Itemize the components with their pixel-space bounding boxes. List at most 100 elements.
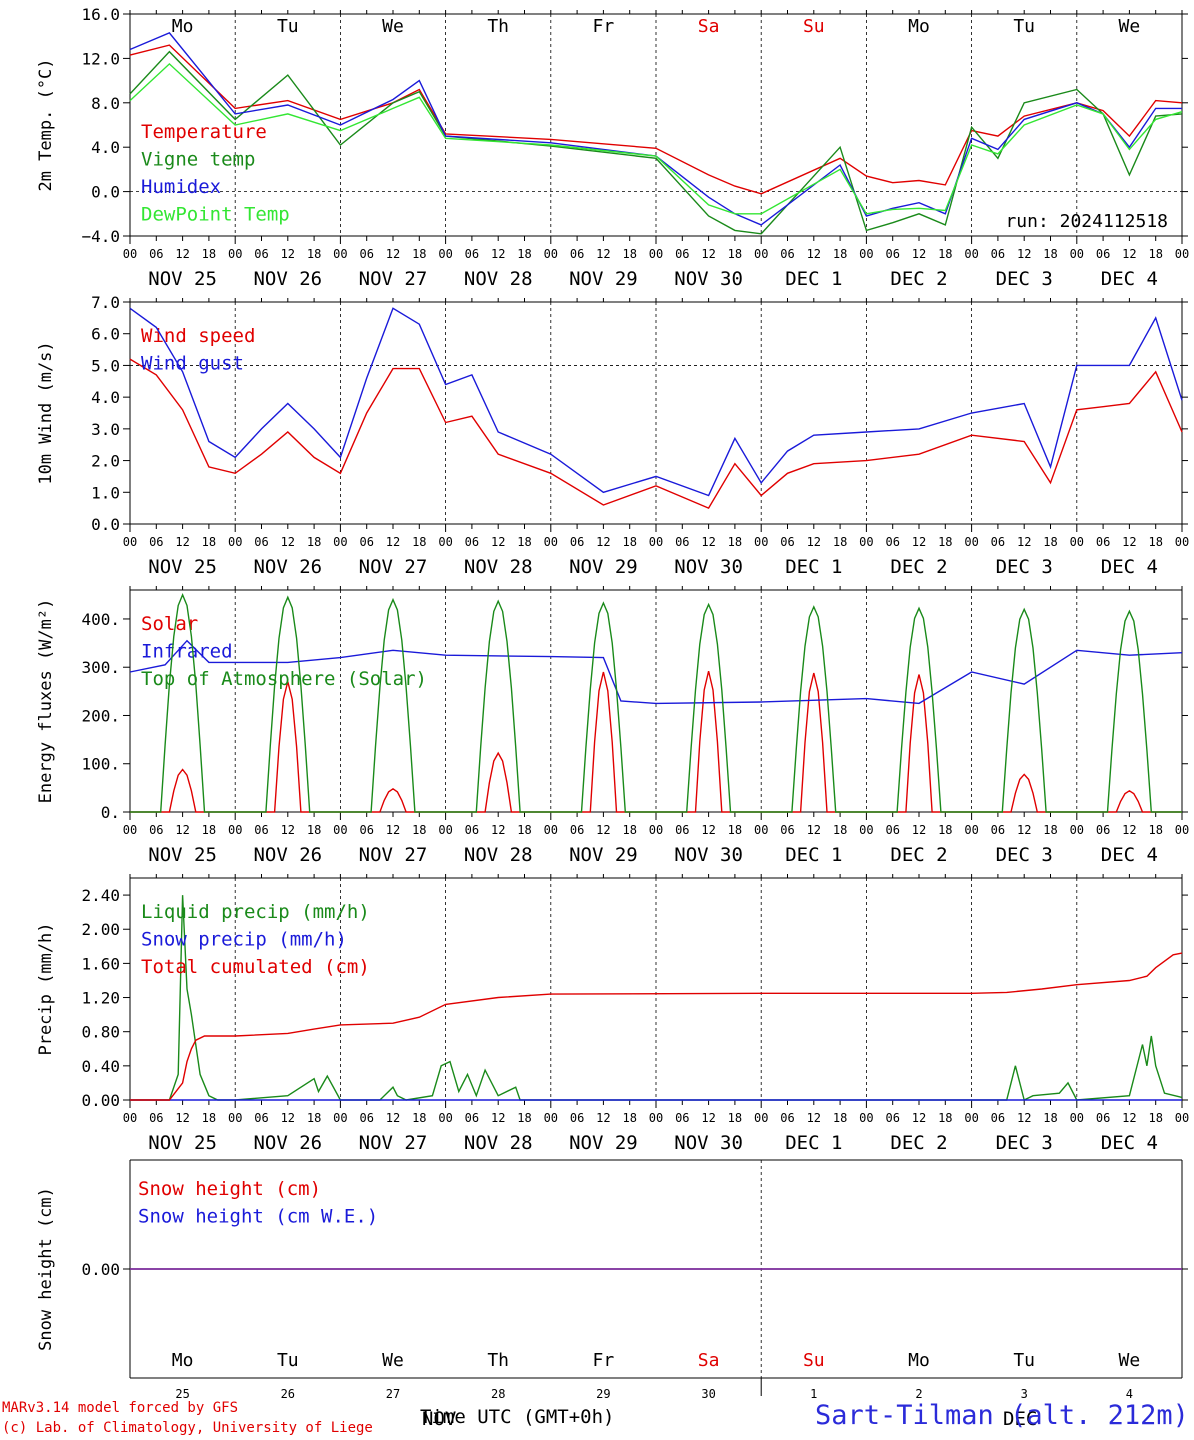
hour-label: 18	[728, 247, 742, 261]
legend-entry: Snow precip (mm/h)	[141, 929, 347, 951]
date-label: NOV 28	[464, 844, 533, 866]
weekday-label: Fr	[593, 16, 615, 37]
hour-label: 06	[675, 535, 689, 549]
hour-label: 06	[1096, 1111, 1110, 1125]
day-number-label: 25	[175, 1387, 189, 1401]
hour-label: 12	[701, 1111, 715, 1125]
hour-label: 12	[701, 535, 715, 549]
hour-label: 00	[964, 535, 978, 549]
y-tick-label: 0.0	[91, 515, 120, 534]
hour-label: 12	[491, 823, 505, 837]
hour-label: 00	[859, 247, 873, 261]
date-label: DEC 3	[996, 1132, 1053, 1154]
hour-label: 18	[307, 247, 321, 261]
hour-label: 00	[438, 535, 452, 549]
y-tick-label: 4.0	[91, 138, 120, 157]
hour-label: 18	[517, 535, 531, 549]
hour-label: 06	[780, 823, 794, 837]
date-label: DEC 4	[1101, 268, 1158, 290]
y-tick-label: 0.00	[81, 1091, 120, 1110]
date-label: DEC 2	[890, 268, 947, 290]
hour-label: 00	[228, 1111, 242, 1125]
hour-label: 06	[359, 1111, 373, 1125]
legend-entry: Snow height (cm W.E.)	[138, 1206, 378, 1228]
hour-label: 06	[149, 1111, 163, 1125]
hour-label: 12	[912, 1111, 926, 1125]
legend-entry: Snow height (cm)	[138, 1178, 321, 1200]
date-label: NOV 28	[464, 1132, 533, 1154]
y-axis-label: 2m Temp. (°C)	[36, 58, 56, 191]
hour-label: 18	[622, 535, 636, 549]
hour-label: 00	[1070, 823, 1084, 837]
legend-entry: Infrared	[141, 641, 233, 663]
weekday-label: We	[1119, 16, 1141, 37]
date-label: DEC 2	[890, 844, 947, 866]
date-label: DEC 1	[785, 268, 842, 290]
hour-label: 18	[622, 247, 636, 261]
hour-label: 00	[544, 535, 558, 549]
day-number-label: 26	[281, 1387, 295, 1401]
date-label: NOV 25	[148, 844, 217, 866]
date-label: DEC 2	[890, 556, 947, 578]
hour-label: 00	[1070, 535, 1084, 549]
hour-label: 12	[1017, 247, 1031, 261]
hour-label: 12	[807, 1111, 821, 1125]
hour-label: 12	[386, 823, 400, 837]
panel-1: 16.0 12.0 8.0 4.0 0.0 −4.0 2m Temp. (°C) 00 06 12…	[36, 5, 1189, 290]
hour-label: 18	[202, 823, 216, 837]
hour-label: 12	[175, 823, 189, 837]
station-name: Sart-Tilman (alt. 212m)	[815, 1400, 1189, 1431]
hour-label: 18	[517, 823, 531, 837]
lab-credit: (c) Lab. of Climatology, University of L…	[2, 1420, 373, 1436]
date-label: DEC 3	[996, 844, 1053, 866]
hour-label: 18	[412, 535, 426, 549]
series-line-dewpoint-temp	[129, 62, 1183, 215]
date-label: DEC 1	[785, 1132, 842, 1154]
y-tick-label: 12.0	[81, 49, 120, 68]
hour-label: 18	[938, 823, 952, 837]
weekday-label: Tu	[1013, 16, 1035, 37]
legend-entry: Wind speed	[141, 325, 255, 347]
y-tick-label: 200.	[81, 706, 120, 725]
hour-label: 18	[517, 1111, 531, 1125]
hour-label: 12	[596, 1111, 610, 1125]
date-label: NOV 29	[569, 844, 638, 866]
hour-label: 00	[964, 823, 978, 837]
hour-label: 12	[175, 535, 189, 549]
hour-label: 00	[649, 247, 663, 261]
weekday-label: Th	[487, 16, 509, 37]
hour-label: 18	[1043, 535, 1057, 549]
hour-label: 18	[202, 535, 216, 549]
hour-label: 18	[517, 247, 531, 261]
hour-label: 06	[254, 1111, 268, 1125]
day-number-label: 1	[810, 1387, 817, 1401]
hour-label: 06	[885, 247, 899, 261]
hour-label: 00	[544, 247, 558, 261]
date-label: NOV 28	[464, 268, 533, 290]
hour-label: 00	[649, 535, 663, 549]
hour-label: 12	[807, 247, 821, 261]
series-line-wind-gust	[129, 307, 1183, 497]
hour-label: 12	[386, 1111, 400, 1125]
weekday-label: Sa	[698, 16, 720, 37]
hour-label: 06	[465, 535, 479, 549]
y-tick-label: 4.0	[91, 388, 120, 407]
hour-label: 00	[1175, 823, 1189, 837]
legend-entry: Humidex	[141, 176, 221, 198]
y-tick-label: 2.00	[81, 920, 120, 939]
y-tick-label: 0.80	[81, 1023, 120, 1042]
series-line-humidex	[129, 32, 1182, 226]
hour-label: 00	[649, 1111, 663, 1125]
hour-label: 06	[359, 823, 373, 837]
panel-3: 400. 300. 200. 100. 0. Energy fluxes (W/m²) 00…	[36, 586, 1189, 866]
y-tick-label: 2.0	[91, 452, 120, 471]
date-label: DEC 3	[996, 556, 1053, 578]
weekday-label: Sa	[698, 1350, 720, 1371]
hour-label: 18	[728, 535, 742, 549]
y-axis-label: Energy fluxes (W/m²)	[36, 599, 56, 804]
legend-entry: Top of Atmosphere (Solar)	[141, 668, 427, 690]
hour-label: 18	[307, 823, 321, 837]
hour-label: 12	[1122, 823, 1136, 837]
date-label: NOV 27	[359, 844, 428, 866]
date-label: NOV 27	[359, 556, 428, 578]
